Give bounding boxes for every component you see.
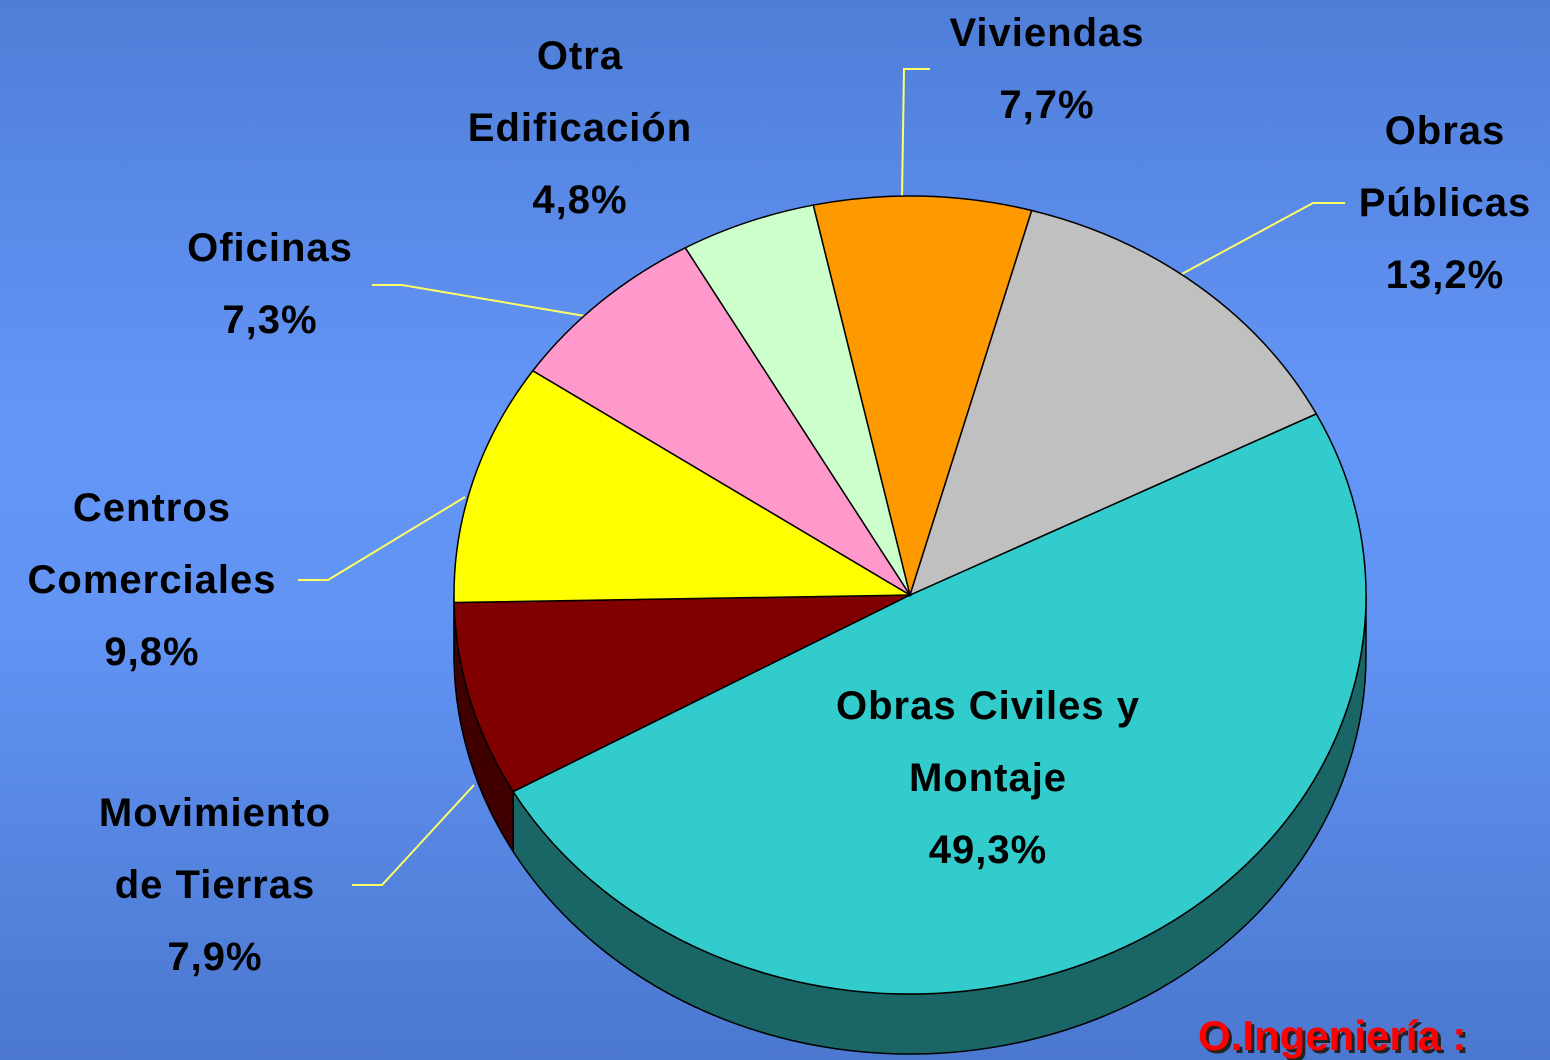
- slice: [453, 594, 911, 793]
- category-label: Obras Civiles y Montaje: [835, 684, 1141, 800]
- value-label: 4,8%: [532, 178, 628, 222]
- category-label: Viviendas: [949, 11, 1145, 55]
- slice: [908, 209, 1318, 597]
- leader-line: [352, 784, 475, 886]
- value-label: 7,3%: [222, 298, 318, 342]
- category-label: Centros Comerciales: [27, 486, 277, 602]
- slice: [512, 412, 1367, 995]
- leader-line: [372, 284, 586, 317]
- value-label: 9,8%: [104, 630, 200, 674]
- value-label: 7,7%: [999, 83, 1095, 127]
- value-label: 7,9%: [167, 935, 263, 979]
- slice-label: Movimiento de Tierras 7,9%: [70, 777, 360, 993]
- category-label: Obras Públicas: [1358, 109, 1532, 225]
- leader-line: [901, 68, 930, 199]
- slice-label: Centros Comerciales 9,8%: [2, 472, 302, 688]
- slice-label: Viviendas 7,7%: [917, 0, 1177, 141]
- slice-label: Otra Edificación 4,8%: [440, 20, 720, 236]
- leader-lines: [298, 68, 1345, 886]
- value-label: 13,2%: [1385, 253, 1505, 297]
- slice: [453, 369, 913, 604]
- category-label: Movimiento de Tierras: [98, 791, 332, 907]
- slice: [812, 195, 1033, 598]
- annotation: O.Ingeniería :: [1198, 1012, 1467, 1059]
- value-label: 49,3%: [928, 828, 1048, 872]
- pie-tops: [453, 195, 1367, 995]
- slice-label: Obras Públicas 13,2%: [1340, 95, 1550, 311]
- slice-label: Oficinas 7,3%: [140, 212, 400, 356]
- slice: [531, 246, 911, 596]
- leader-line: [298, 496, 466, 581]
- category-label: Otra Edificación: [467, 34, 693, 150]
- category-label: Oficinas: [187, 226, 353, 270]
- leader-line: [1179, 202, 1345, 276]
- slice-label: Obras Civiles y Montaje 49,3%: [818, 670, 1158, 886]
